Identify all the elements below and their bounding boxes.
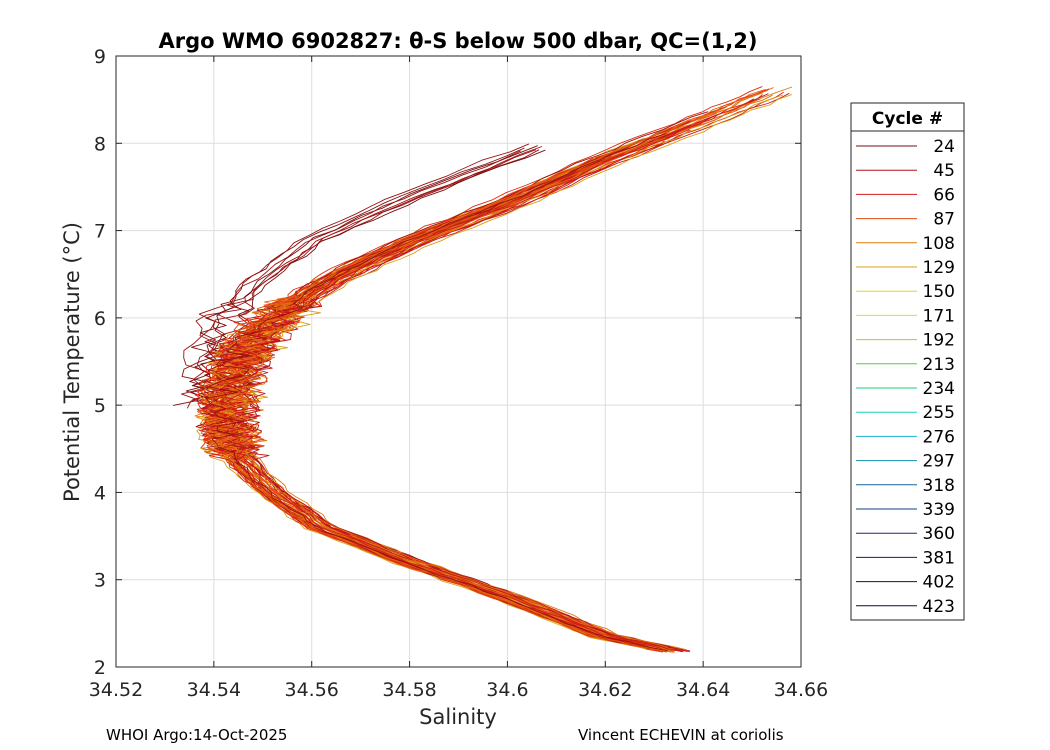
legend-entry-label: 360 bbox=[923, 524, 955, 544]
x-tick-label: 34.62 bbox=[578, 679, 632, 701]
legend-entry-label: 171 bbox=[923, 306, 955, 326]
legend-entry-label: 276 bbox=[923, 427, 955, 447]
profile-line bbox=[204, 146, 543, 405]
axes-box bbox=[115, 55, 802, 668]
legend-entry-label: 45 bbox=[933, 161, 955, 181]
y-tick-label: 2 bbox=[94, 657, 106, 679]
y-tick-label: 8 bbox=[94, 133, 106, 155]
profile-line bbox=[221, 91, 784, 649]
profiles bbox=[173, 86, 793, 653]
profile-line bbox=[173, 147, 525, 406]
y-tick-label: 5 bbox=[94, 395, 106, 417]
profile-line bbox=[200, 111, 709, 651]
profile-line bbox=[202, 98, 761, 653]
profile-line bbox=[191, 149, 546, 409]
x-tick-label: 34.66 bbox=[774, 679, 828, 701]
profile-line bbox=[211, 95, 754, 650]
profile-line bbox=[221, 100, 755, 652]
profile-line bbox=[223, 92, 790, 653]
footer-right: Vincent ECHEVIN at coriolis bbox=[578, 726, 784, 744]
x-tick-label: 34.58 bbox=[382, 679, 436, 701]
legend-entry-label: 129 bbox=[923, 258, 955, 278]
legend-entry-label: 192 bbox=[923, 331, 955, 351]
profile-line bbox=[201, 93, 769, 653]
profile-line bbox=[194, 86, 763, 651]
legend-title: Cycle # bbox=[872, 109, 943, 129]
legend-entry-label: 150 bbox=[923, 282, 955, 302]
legend-entry-label: 339 bbox=[923, 500, 955, 520]
legend: Cycle # 24 45 66 87 108 129 150 171 192 213 234 255 2… bbox=[850, 102, 965, 621]
profile-line bbox=[213, 94, 784, 653]
y-axis-ticks: 2 3 4 5 6 7 8 9 bbox=[94, 46, 801, 679]
legend-entry-label: 297 bbox=[923, 452, 955, 472]
chart-title: Argo WMO 6902827: θ-S below 500 dbar, QC… bbox=[159, 29, 758, 53]
x-tick-label: 34.52 bbox=[89, 679, 143, 701]
legend-entry-label: 402 bbox=[923, 573, 955, 593]
legend-entry-label: 87 bbox=[933, 210, 955, 230]
x-tick-label: 34.6 bbox=[486, 679, 528, 701]
profile-line bbox=[200, 87, 774, 651]
profile-line bbox=[203, 94, 773, 653]
y-tick-label: 3 bbox=[94, 570, 106, 592]
profile-line bbox=[197, 94, 763, 653]
profile-line bbox=[194, 92, 763, 650]
legend-entry-label: 381 bbox=[923, 548, 955, 568]
profile-line bbox=[197, 88, 770, 651]
x-tick-label: 34.54 bbox=[187, 679, 241, 701]
legend-entry-label: 423 bbox=[923, 597, 955, 617]
x-axis-label: Salinity bbox=[419, 705, 497, 729]
grid bbox=[116, 56, 801, 667]
profile-line bbox=[205, 106, 727, 651]
profile-line bbox=[210, 147, 675, 652]
profile-line bbox=[205, 133, 668, 652]
y-tick-label: 6 bbox=[94, 308, 106, 330]
legend-entry-label: 318 bbox=[923, 476, 955, 496]
x-axis-ticks: 34.52 34.54 34.56 34.58 34.6 34.62 34.64 34.66 bbox=[89, 56, 828, 701]
legend-entry-label: 213 bbox=[923, 355, 955, 375]
legend-entry-label: 24 bbox=[933, 137, 955, 157]
profile-line bbox=[212, 112, 717, 651]
legend-entry-label: 255 bbox=[923, 403, 955, 423]
legend-entry-label: 66 bbox=[933, 185, 955, 205]
y-tick-label: 9 bbox=[94, 46, 106, 68]
profile-line bbox=[197, 98, 755, 650]
profile-line bbox=[213, 129, 690, 649]
footer-left: WHOI Argo:14-Oct-2025 bbox=[106, 726, 288, 744]
profile-line bbox=[221, 94, 792, 650]
x-tick-label: 34.56 bbox=[285, 679, 339, 701]
x-tick-label: 34.64 bbox=[676, 679, 730, 701]
legend-entry-label: 108 bbox=[923, 234, 955, 254]
profile-line bbox=[225, 86, 793, 651]
profile-line bbox=[223, 155, 683, 653]
y-tick-label: 7 bbox=[94, 221, 106, 243]
profile-line bbox=[205, 90, 768, 652]
profile-line bbox=[186, 150, 521, 409]
legend-entry-label: 234 bbox=[923, 379, 955, 399]
profile-line bbox=[199, 168, 667, 652]
y-axis-label: Potential Temperature (°C) bbox=[60, 222, 84, 502]
profile-line bbox=[181, 143, 530, 402]
profile-line bbox=[218, 137, 668, 648]
legend-box bbox=[850, 102, 965, 621]
y-tick-label: 4 bbox=[94, 482, 106, 504]
